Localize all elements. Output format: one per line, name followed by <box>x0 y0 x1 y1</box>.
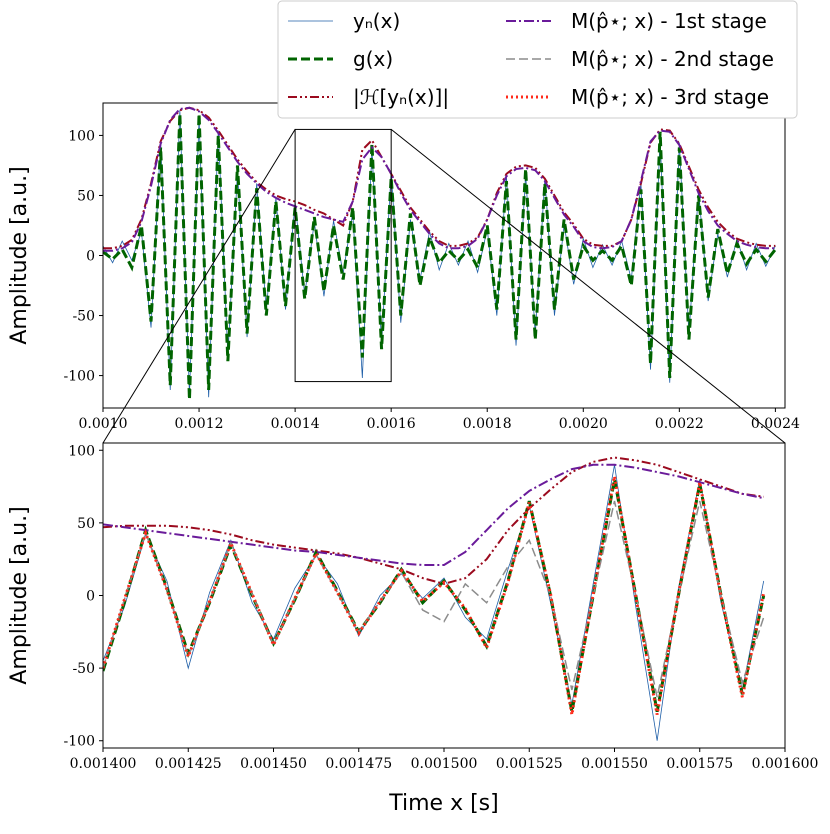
y-axis-label: Amplitude [a.u.] <box>7 506 32 684</box>
x-tick-label: 0.0024 <box>751 416 800 432</box>
y-tick-label: -100 <box>64 369 95 385</box>
x-tick-label: 0.001600 <box>752 756 819 772</box>
x-tick-label: 0.001425 <box>155 756 222 772</box>
x-axis-label: Time x [s] <box>388 791 498 816</box>
legend-label: M(p̂⋆; x) - 2nd stage <box>571 47 774 71</box>
x-tick-label: 0.001475 <box>325 756 392 772</box>
x-tick-label: 0.0020 <box>559 416 608 432</box>
x-tick-label: 0.0022 <box>655 416 704 432</box>
legend-label: |ℋ[yₙ(x)]| <box>353 85 449 109</box>
x-tick-label: 0.001575 <box>666 756 733 772</box>
legend-label: yₙ(x) <box>353 9 400 33</box>
zoom-connector <box>102 129 296 444</box>
y-axis-label: Amplitude [a.u.] <box>7 166 32 344</box>
series-line <box>103 456 764 585</box>
zoom-box <box>294 128 392 383</box>
x-tick-label: 0.001525 <box>496 756 563 772</box>
x-tick-label: 0.0016 <box>367 416 416 432</box>
y-tick-label: 100 <box>68 128 95 144</box>
x-tick-label: 0.001500 <box>411 756 478 772</box>
x-tick-label: 0.0010 <box>79 416 128 432</box>
x-tick-label: 0.001550 <box>581 756 648 772</box>
y-tick-label: -100 <box>64 734 95 750</box>
series-line <box>103 106 776 252</box>
x-tick-label: 0.001400 <box>70 756 137 772</box>
series-line <box>103 113 777 400</box>
y-tick-label: -50 <box>72 309 95 325</box>
series-line <box>103 464 765 741</box>
y-tick-label: 0 <box>86 589 95 605</box>
axes-frame <box>102 442 786 749</box>
legend-label: M(p̂⋆; x) - 1st stage <box>571 9 767 33</box>
legend-label: g(x) <box>353 47 393 71</box>
x-tick-label: 0.0014 <box>271 416 320 432</box>
series-line <box>103 106 776 250</box>
y-tick-label: 50 <box>77 516 95 532</box>
x-tick-label: 0.001450 <box>240 756 307 772</box>
y-tick-label: 50 <box>77 188 95 204</box>
zoom-connector <box>390 129 786 444</box>
x-tick-label: 0.0012 <box>175 416 224 432</box>
series-line <box>103 479 766 712</box>
series-line <box>103 463 764 566</box>
y-tick-label: 0 <box>86 249 95 265</box>
y-tick-label: 100 <box>68 443 95 459</box>
legend-label: M(p̂⋆; x) - 3rd stage <box>571 85 769 109</box>
legend: yₙ(x) g(x) |ℋ[yₙ(x)]| M(p̂⋆; x) - 1st stage… <box>277 0 798 119</box>
series-line <box>103 476 766 715</box>
x-tick-label: 0.0018 <box>463 416 512 432</box>
y-tick-label: -50 <box>72 661 95 677</box>
